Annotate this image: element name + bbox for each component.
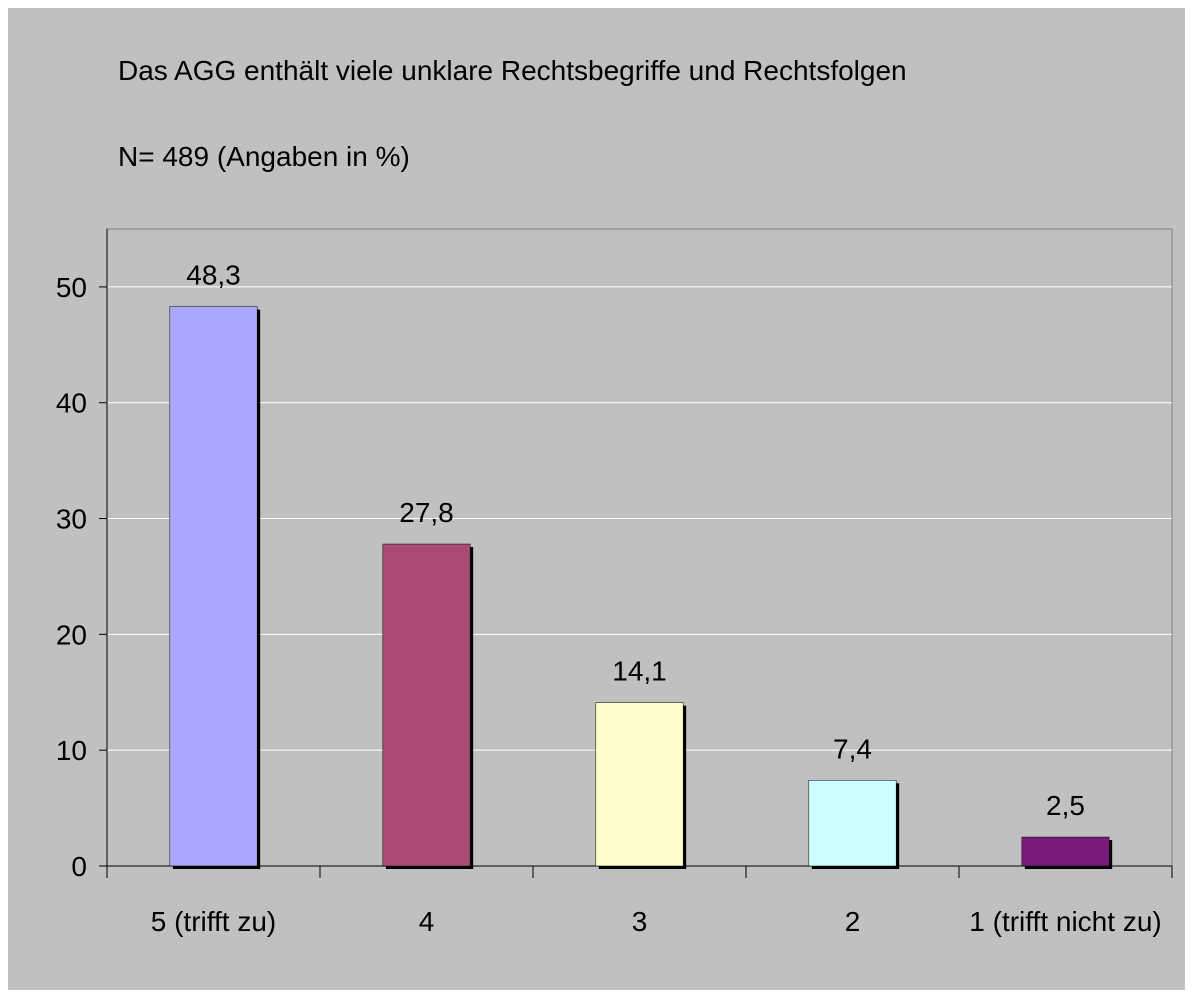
- y-tick-label: 50: [56, 272, 87, 303]
- bar: [1021, 836, 1110, 867]
- value-label: 14,1: [612, 656, 667, 687]
- chart-subtitle: N= 489 (Angaben in %): [118, 141, 410, 172]
- x-tick-label: 2: [844, 906, 861, 937]
- value-label: 48,3: [186, 260, 241, 291]
- x-tick-label: 5 (trifft zu): [150, 906, 277, 937]
- x-tick-label: 1 (trifft nicht zu): [969, 906, 1162, 937]
- chart-title: Das AGG enthält viele unklare Rechtsbegr…: [118, 55, 907, 86]
- y-tick-label: 0: [71, 851, 87, 882]
- y-tick-label: 40: [56, 388, 87, 419]
- x-tick-label: 4: [418, 906, 435, 937]
- y-tick-label: 10: [56, 735, 87, 766]
- bar: [169, 306, 258, 867]
- bar: [595, 702, 684, 867]
- value-label: 2,5: [1046, 790, 1085, 821]
- bar: [382, 543, 471, 867]
- y-tick-label: 30: [56, 504, 87, 535]
- value-label: 27,8: [399, 497, 454, 528]
- bar: [808, 780, 897, 867]
- value-label: 7,4: [833, 733, 872, 764]
- x-tick-label: 3: [631, 906, 648, 937]
- y-tick-label: 20: [56, 619, 87, 650]
